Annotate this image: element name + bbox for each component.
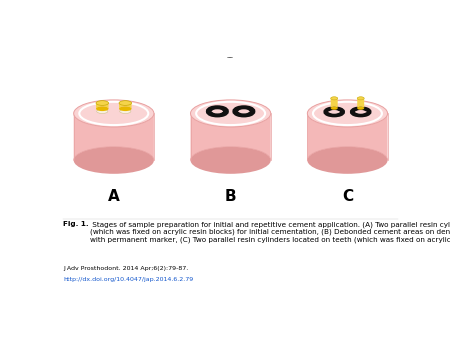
Ellipse shape — [74, 100, 154, 127]
Polygon shape — [331, 98, 338, 108]
Text: http://dx.doi.org/10.4047/jap.2014.6.2.79: http://dx.doi.org/10.4047/jap.2014.6.2.7… — [63, 277, 194, 282]
Ellipse shape — [74, 147, 154, 174]
Polygon shape — [307, 114, 387, 160]
Ellipse shape — [331, 97, 338, 100]
Polygon shape — [190, 114, 271, 160]
Ellipse shape — [97, 109, 108, 114]
Ellipse shape — [212, 109, 223, 114]
Text: ––: –– — [227, 54, 234, 61]
Ellipse shape — [356, 110, 365, 114]
Text: J Adv Prosthodont. 2014 Apr;6(2):79-87.: J Adv Prosthodont. 2014 Apr;6(2):79-87. — [63, 266, 189, 271]
Text: C: C — [342, 189, 353, 204]
Text: B: B — [225, 189, 236, 204]
Polygon shape — [119, 103, 131, 109]
Ellipse shape — [331, 107, 338, 110]
Ellipse shape — [120, 109, 131, 114]
Text: A: A — [108, 189, 120, 204]
Ellipse shape — [307, 147, 387, 174]
Ellipse shape — [329, 110, 339, 114]
Text: Stages of sample preparation for initial and repetitive cement application. (A) : Stages of sample preparation for initial… — [90, 221, 450, 243]
Ellipse shape — [190, 100, 271, 127]
Ellipse shape — [357, 97, 364, 100]
Ellipse shape — [307, 100, 387, 127]
Ellipse shape — [96, 101, 108, 105]
Ellipse shape — [96, 106, 108, 111]
Polygon shape — [96, 103, 108, 109]
Text: Fig. 1.: Fig. 1. — [63, 221, 89, 227]
Ellipse shape — [238, 109, 249, 114]
Ellipse shape — [119, 101, 131, 105]
Ellipse shape — [190, 147, 271, 174]
Ellipse shape — [357, 107, 364, 110]
Ellipse shape — [119, 106, 131, 111]
Polygon shape — [74, 114, 154, 160]
Polygon shape — [357, 98, 364, 108]
